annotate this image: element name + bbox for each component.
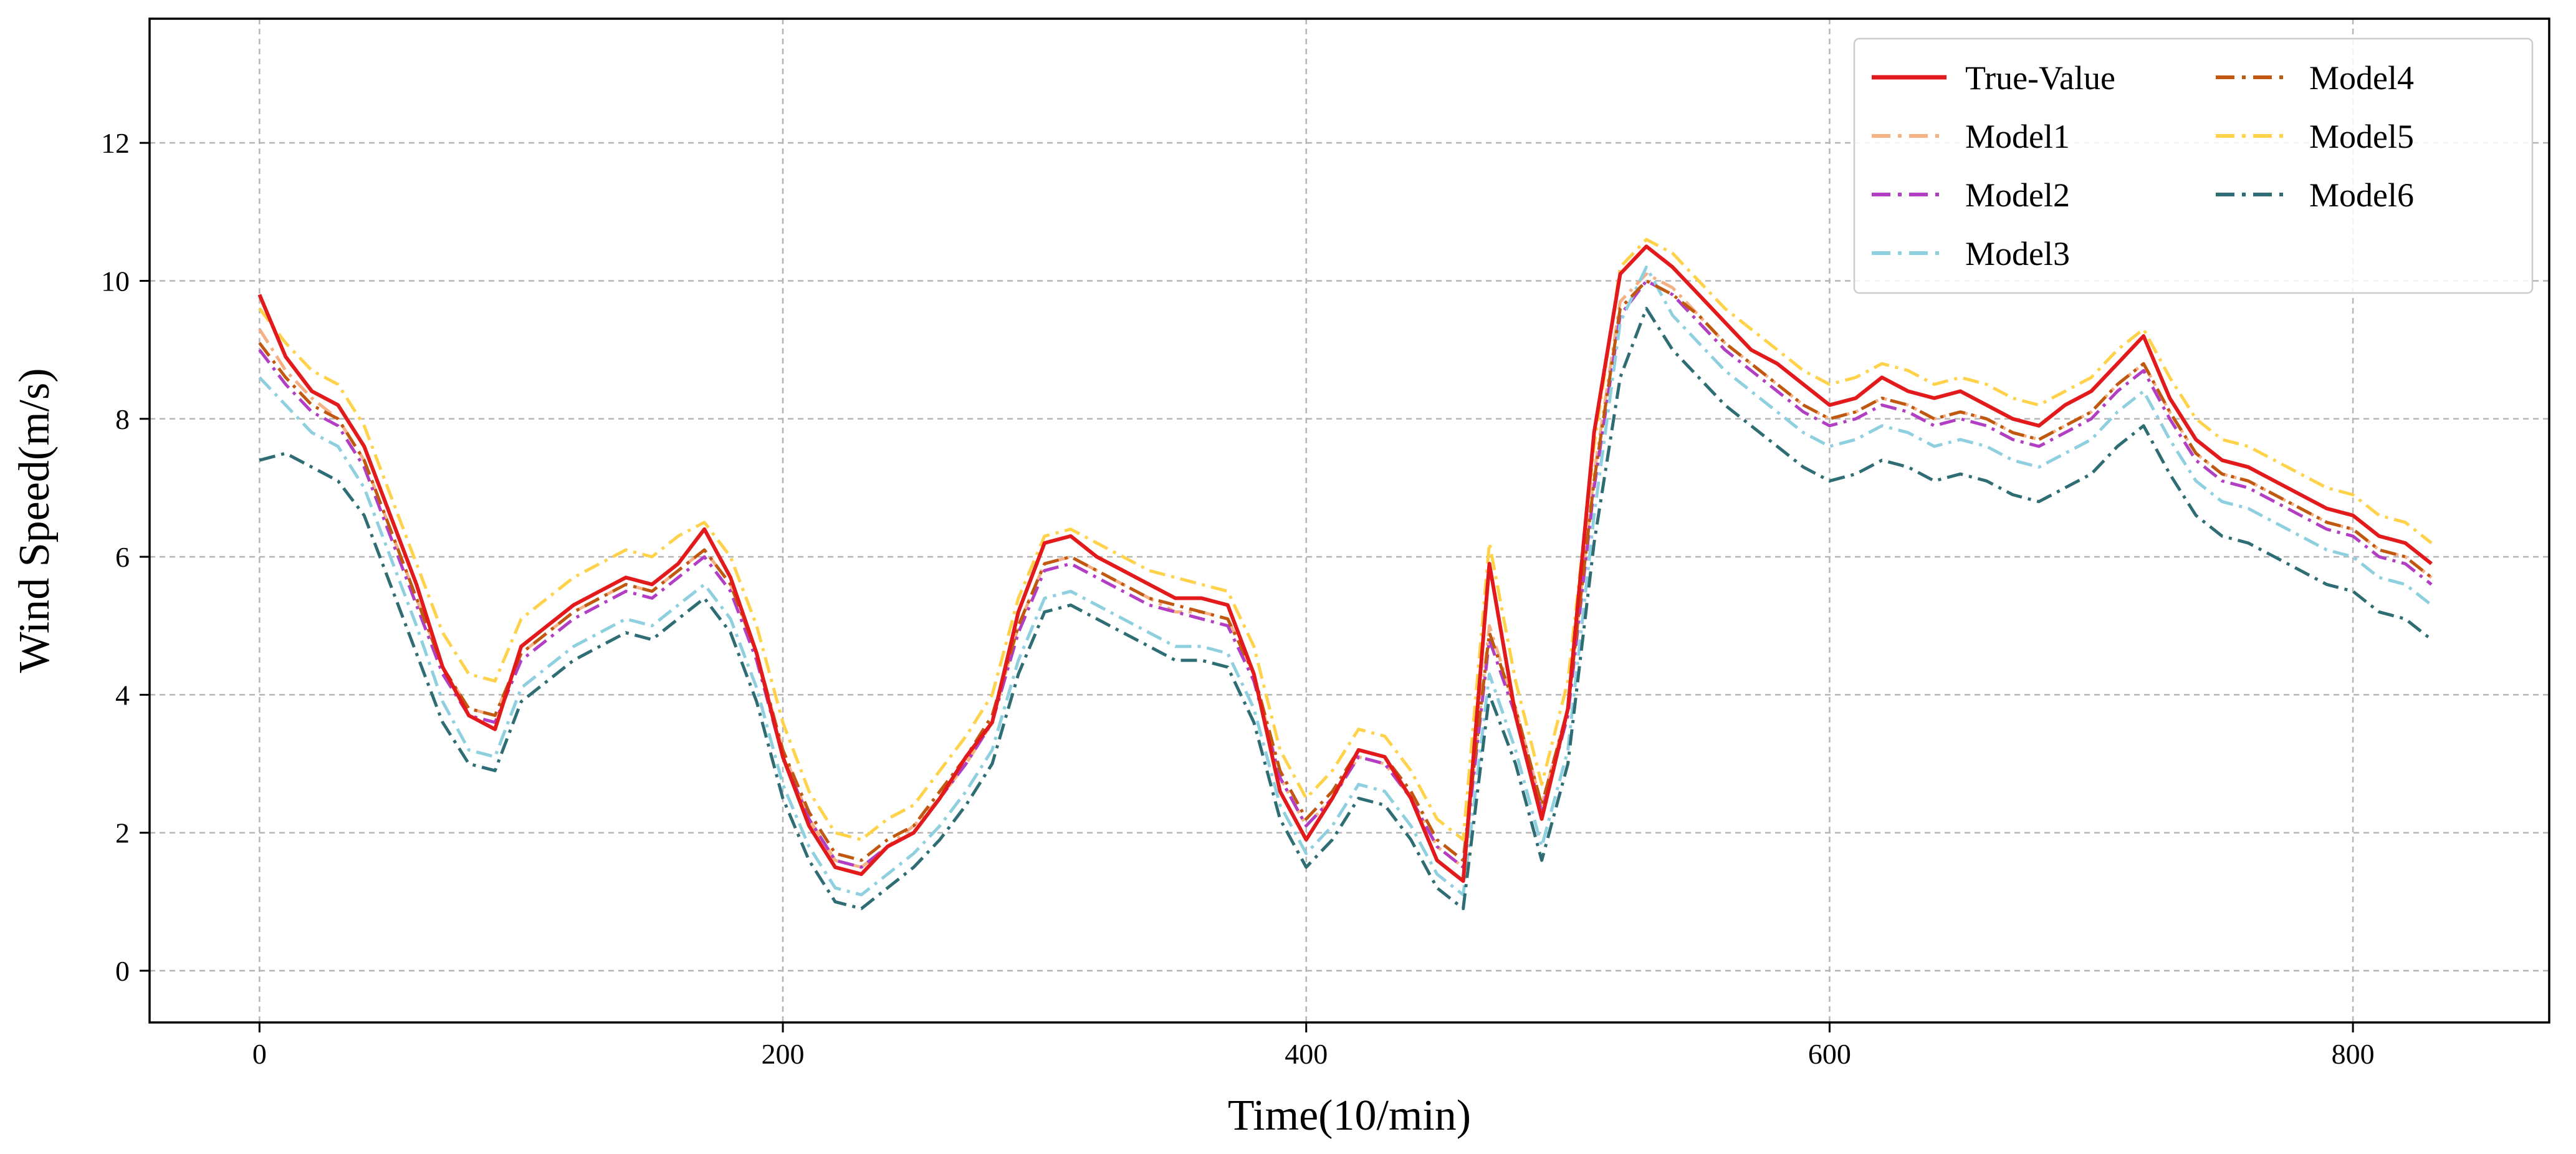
series-line-model6 (259, 307, 2433, 910)
series-line-true-value (257, 244, 2433, 883)
y-tick-label: 2 (115, 817, 130, 849)
x-tick-label: 200 (762, 1038, 805, 1070)
legend: True-Value Model1 Model2 Model3 Model4 Model5… (1853, 37, 2534, 294)
y-tick-label: 12 (101, 127, 130, 159)
y-tick-label: 10 (101, 265, 130, 297)
legend-label: Model3 (1965, 235, 2070, 272)
plot-frame (148, 17, 2550, 1024)
y-tick-label: 4 (115, 679, 130, 711)
y-axis-title: Wind Speed(m/s) (11, 368, 59, 673)
legend-label: Model2 (1965, 176, 2070, 214)
y-tick-label: 8 (115, 403, 130, 435)
legend-label: Model5 (2309, 118, 2414, 155)
legend-label: True-Value (1965, 59, 2115, 97)
x-axis-title: Time(10/min) (1228, 1092, 1471, 1140)
legend-label: Model4 (2309, 59, 2414, 97)
y-tick-label: 6 (115, 541, 130, 573)
series-lines (257, 238, 2433, 910)
x-tick-label: 600 (1808, 1038, 1851, 1070)
x-tick-label: 0 (252, 1038, 267, 1070)
series-line-model3 (258, 265, 2433, 897)
axis-ticks: 0 200 400 600 800 0 2 4 6 8 10 12 (101, 127, 2375, 1070)
y-tick-label: 0 (115, 955, 130, 987)
legend-box (1853, 37, 2534, 294)
legend-label: Model6 (2309, 176, 2414, 214)
grid (150, 19, 2549, 1022)
x-tick-label: 400 (1285, 1038, 1328, 1070)
x-tick-label: 800 (2332, 1038, 2375, 1070)
series-line-model5 (258, 238, 2433, 842)
legend-label: Model1 (1965, 118, 2070, 155)
